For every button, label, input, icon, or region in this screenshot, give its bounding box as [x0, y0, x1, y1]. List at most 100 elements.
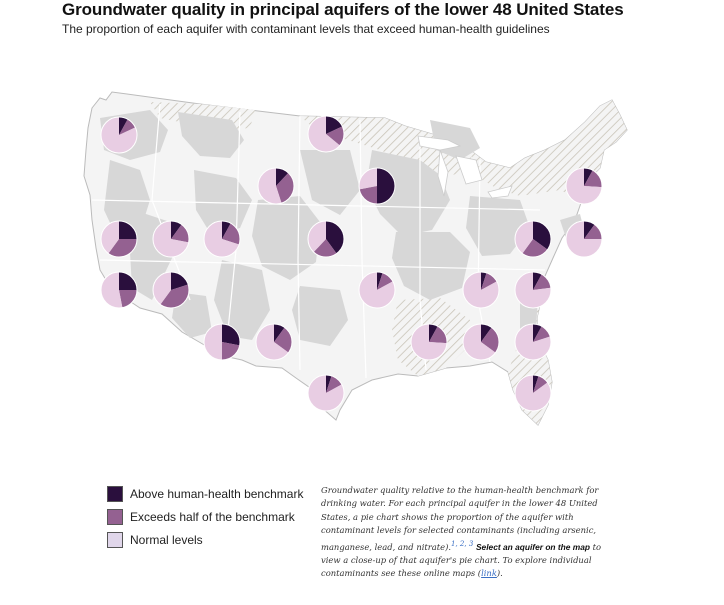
pie-slice-exceeds-half[interactable] — [222, 342, 240, 360]
pie-slice-normal[interactable] — [515, 221, 533, 254]
pie-slice-above[interactable] — [429, 324, 438, 342]
pie-appalachian-north[interactable] — [514, 220, 552, 258]
pie-slice-normal[interactable] — [307, 221, 326, 253]
pie-idaho-utah[interactable] — [203, 220, 241, 258]
pie-mississippi-valley[interactable] — [410, 323, 448, 361]
pie-slice-normal[interactable] — [204, 324, 222, 360]
pie-slice-above[interactable] — [119, 272, 137, 290]
pie-slice-normal[interactable] — [566, 221, 602, 257]
pie-slice-above[interactable] — [533, 375, 539, 393]
pie-slice-above[interactable] — [274, 324, 285, 342]
pie-slice-normal[interactable] — [359, 272, 395, 308]
pie-slice-normal[interactable] — [515, 375, 552, 411]
pie-upper-midwest[interactable] — [358, 167, 396, 205]
pie-outline — [307, 374, 345, 412]
pie-slice-exceeds-half[interactable] — [359, 186, 377, 204]
pie-slice-normal[interactable] — [101, 272, 123, 308]
pie-slice-above[interactable] — [533, 220, 552, 250]
pie-slice-exceeds-half[interactable] — [274, 327, 292, 353]
pie-slice-exceeds-half[interactable] — [108, 239, 137, 257]
pie-slice-normal[interactable] — [515, 272, 552, 309]
pie-slice-above[interactable] — [481, 324, 492, 342]
pie-texas-coastal[interactable] — [307, 374, 345, 412]
pie-slice-exceeds-half[interactable] — [171, 224, 189, 243]
pie-great-basin-north[interactable] — [152, 220, 190, 258]
pie-slice-normal[interactable] — [411, 324, 447, 360]
pie-southeastern[interactable] — [462, 323, 500, 361]
pie-slice-above[interactable] — [119, 221, 137, 239]
online-maps-link[interactable]: link — [481, 568, 497, 579]
pie-slice-normal[interactable] — [153, 221, 189, 257]
pie-slice-normal[interactable] — [256, 324, 289, 360]
pie-slice-above[interactable] — [481, 272, 487, 290]
pie-central-plains[interactable] — [307, 220, 345, 258]
pie-slice-normal[interactable] — [463, 272, 500, 308]
pie-slice-above[interactable] — [222, 324, 241, 346]
pie-cumberland[interactable] — [462, 271, 500, 309]
pie-slice-normal[interactable] — [463, 324, 496, 360]
pie-pacific-northwest[interactable] — [100, 116, 138, 154]
pie-new-england[interactable] — [565, 167, 603, 205]
pie-slice-above[interactable] — [326, 221, 345, 254]
pie-slice-normal[interactable] — [308, 375, 344, 412]
pie-piedmont[interactable] — [514, 271, 552, 309]
pie-slice-exceeds-half[interactable] — [160, 284, 190, 309]
pie-slice-above[interactable] — [377, 168, 395, 204]
pie-slice-normal[interactable] — [565, 168, 602, 204]
pie-mid-atlantic[interactable] — [565, 220, 603, 258]
pie-slice-normal[interactable] — [308, 116, 340, 152]
pie-slice-above[interactable] — [533, 324, 542, 342]
pie-slice-exceeds-half[interactable] — [481, 327, 499, 353]
pie-great-basin-south[interactable] — [152, 271, 190, 309]
us-aquifer-map[interactable] — [0, 0, 724, 480]
pie-slice-normal[interactable] — [101, 221, 119, 254]
pie-slice-above[interactable] — [171, 221, 182, 239]
pie-slice-exceeds-half[interactable] — [222, 223, 240, 245]
pie-slice-above[interactable] — [533, 272, 542, 290]
pie-slice-normal[interactable] — [100, 117, 137, 154]
pie-slice-exceeds-half[interactable] — [326, 126, 345, 146]
pie-slice-above[interactable] — [326, 115, 343, 134]
legend-swatch-normal — [107, 532, 123, 548]
pie-ozark[interactable] — [358, 271, 396, 309]
pie-slice-normal[interactable] — [515, 324, 551, 360]
pie-arizona[interactable] — [203, 323, 241, 361]
pie-slice-above[interactable] — [377, 272, 383, 290]
great-lakes — [417, 135, 513, 199]
pie-slice-above[interactable] — [584, 221, 595, 239]
pie-slice-above[interactable] — [326, 375, 332, 393]
pie-ca-north[interactable] — [100, 220, 138, 258]
pie-slice-above[interactable] — [171, 272, 189, 290]
aquifer-pies[interactable] — [100, 115, 603, 412]
pie-slice-above[interactable] — [584, 168, 593, 186]
pie-slice-above[interactable] — [222, 221, 231, 239]
legend: Above human-health benchmark Exceeds hal… — [107, 483, 303, 552]
pie-slice-exceeds-half[interactable] — [326, 375, 342, 393]
pie-slice-exceeds-half[interactable] — [584, 224, 602, 239]
note-references[interactable]: 1, 2, 3 — [451, 539, 474, 548]
pie-ca-south[interactable] — [100, 271, 138, 309]
pie-northern-plains[interactable] — [307, 115, 345, 153]
pie-slice-exceeds-half[interactable] — [533, 375, 548, 393]
pie-slice-exceeds-half[interactable] — [276, 172, 294, 204]
pie-slice-exceeds-half[interactable] — [481, 272, 497, 290]
pie-slice-normal[interactable] — [358, 168, 377, 190]
pie-slice-exceeds-half[interactable] — [522, 239, 548, 258]
pie-rio-grande[interactable] — [255, 323, 293, 361]
pie-slice-exceeds-half[interactable] — [377, 272, 393, 290]
pie-slice-normal[interactable] — [204, 221, 240, 257]
pie-slice-above[interactable] — [276, 168, 289, 186]
pie-slice-normal[interactable] — [258, 168, 282, 204]
pie-slice-above[interactable] — [119, 117, 128, 135]
pie-slice-exceeds-half[interactable] — [533, 326, 551, 342]
pie-atlantic-coastal[interactable] — [514, 323, 552, 361]
pie-slice-exceeds-half[interactable] — [119, 119, 136, 135]
pie-slice-exceeds-half[interactable] — [313, 239, 337, 257]
pie-slice-exceeds-half[interactable] — [119, 290, 137, 308]
pie-slice-normal[interactable] — [152, 272, 171, 305]
pie-rocky-mountains[interactable] — [257, 167, 295, 205]
pie-outline — [203, 323, 241, 361]
pie-outline — [565, 167, 603, 205]
legend-label-exceeds-half: Exceeds half of the benchmark — [130, 510, 295, 524]
pie-florida[interactable] — [514, 374, 552, 412]
